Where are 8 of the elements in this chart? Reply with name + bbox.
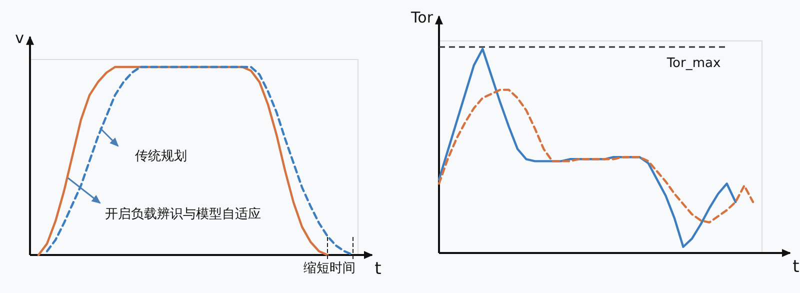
x-axis-title: t [374, 259, 382, 279]
ref-line-label: Tor_max [666, 56, 721, 71]
annotation: 传统规划 [135, 149, 187, 164]
x-axis-title: t [792, 257, 800, 277]
y-axis-title: Tor [410, 8, 434, 26]
annotation: 开启负载辨识与模型自适应 [105, 206, 261, 222]
text: 缩短时间 [304, 261, 356, 276]
y-axis-title: v [15, 28, 24, 47]
